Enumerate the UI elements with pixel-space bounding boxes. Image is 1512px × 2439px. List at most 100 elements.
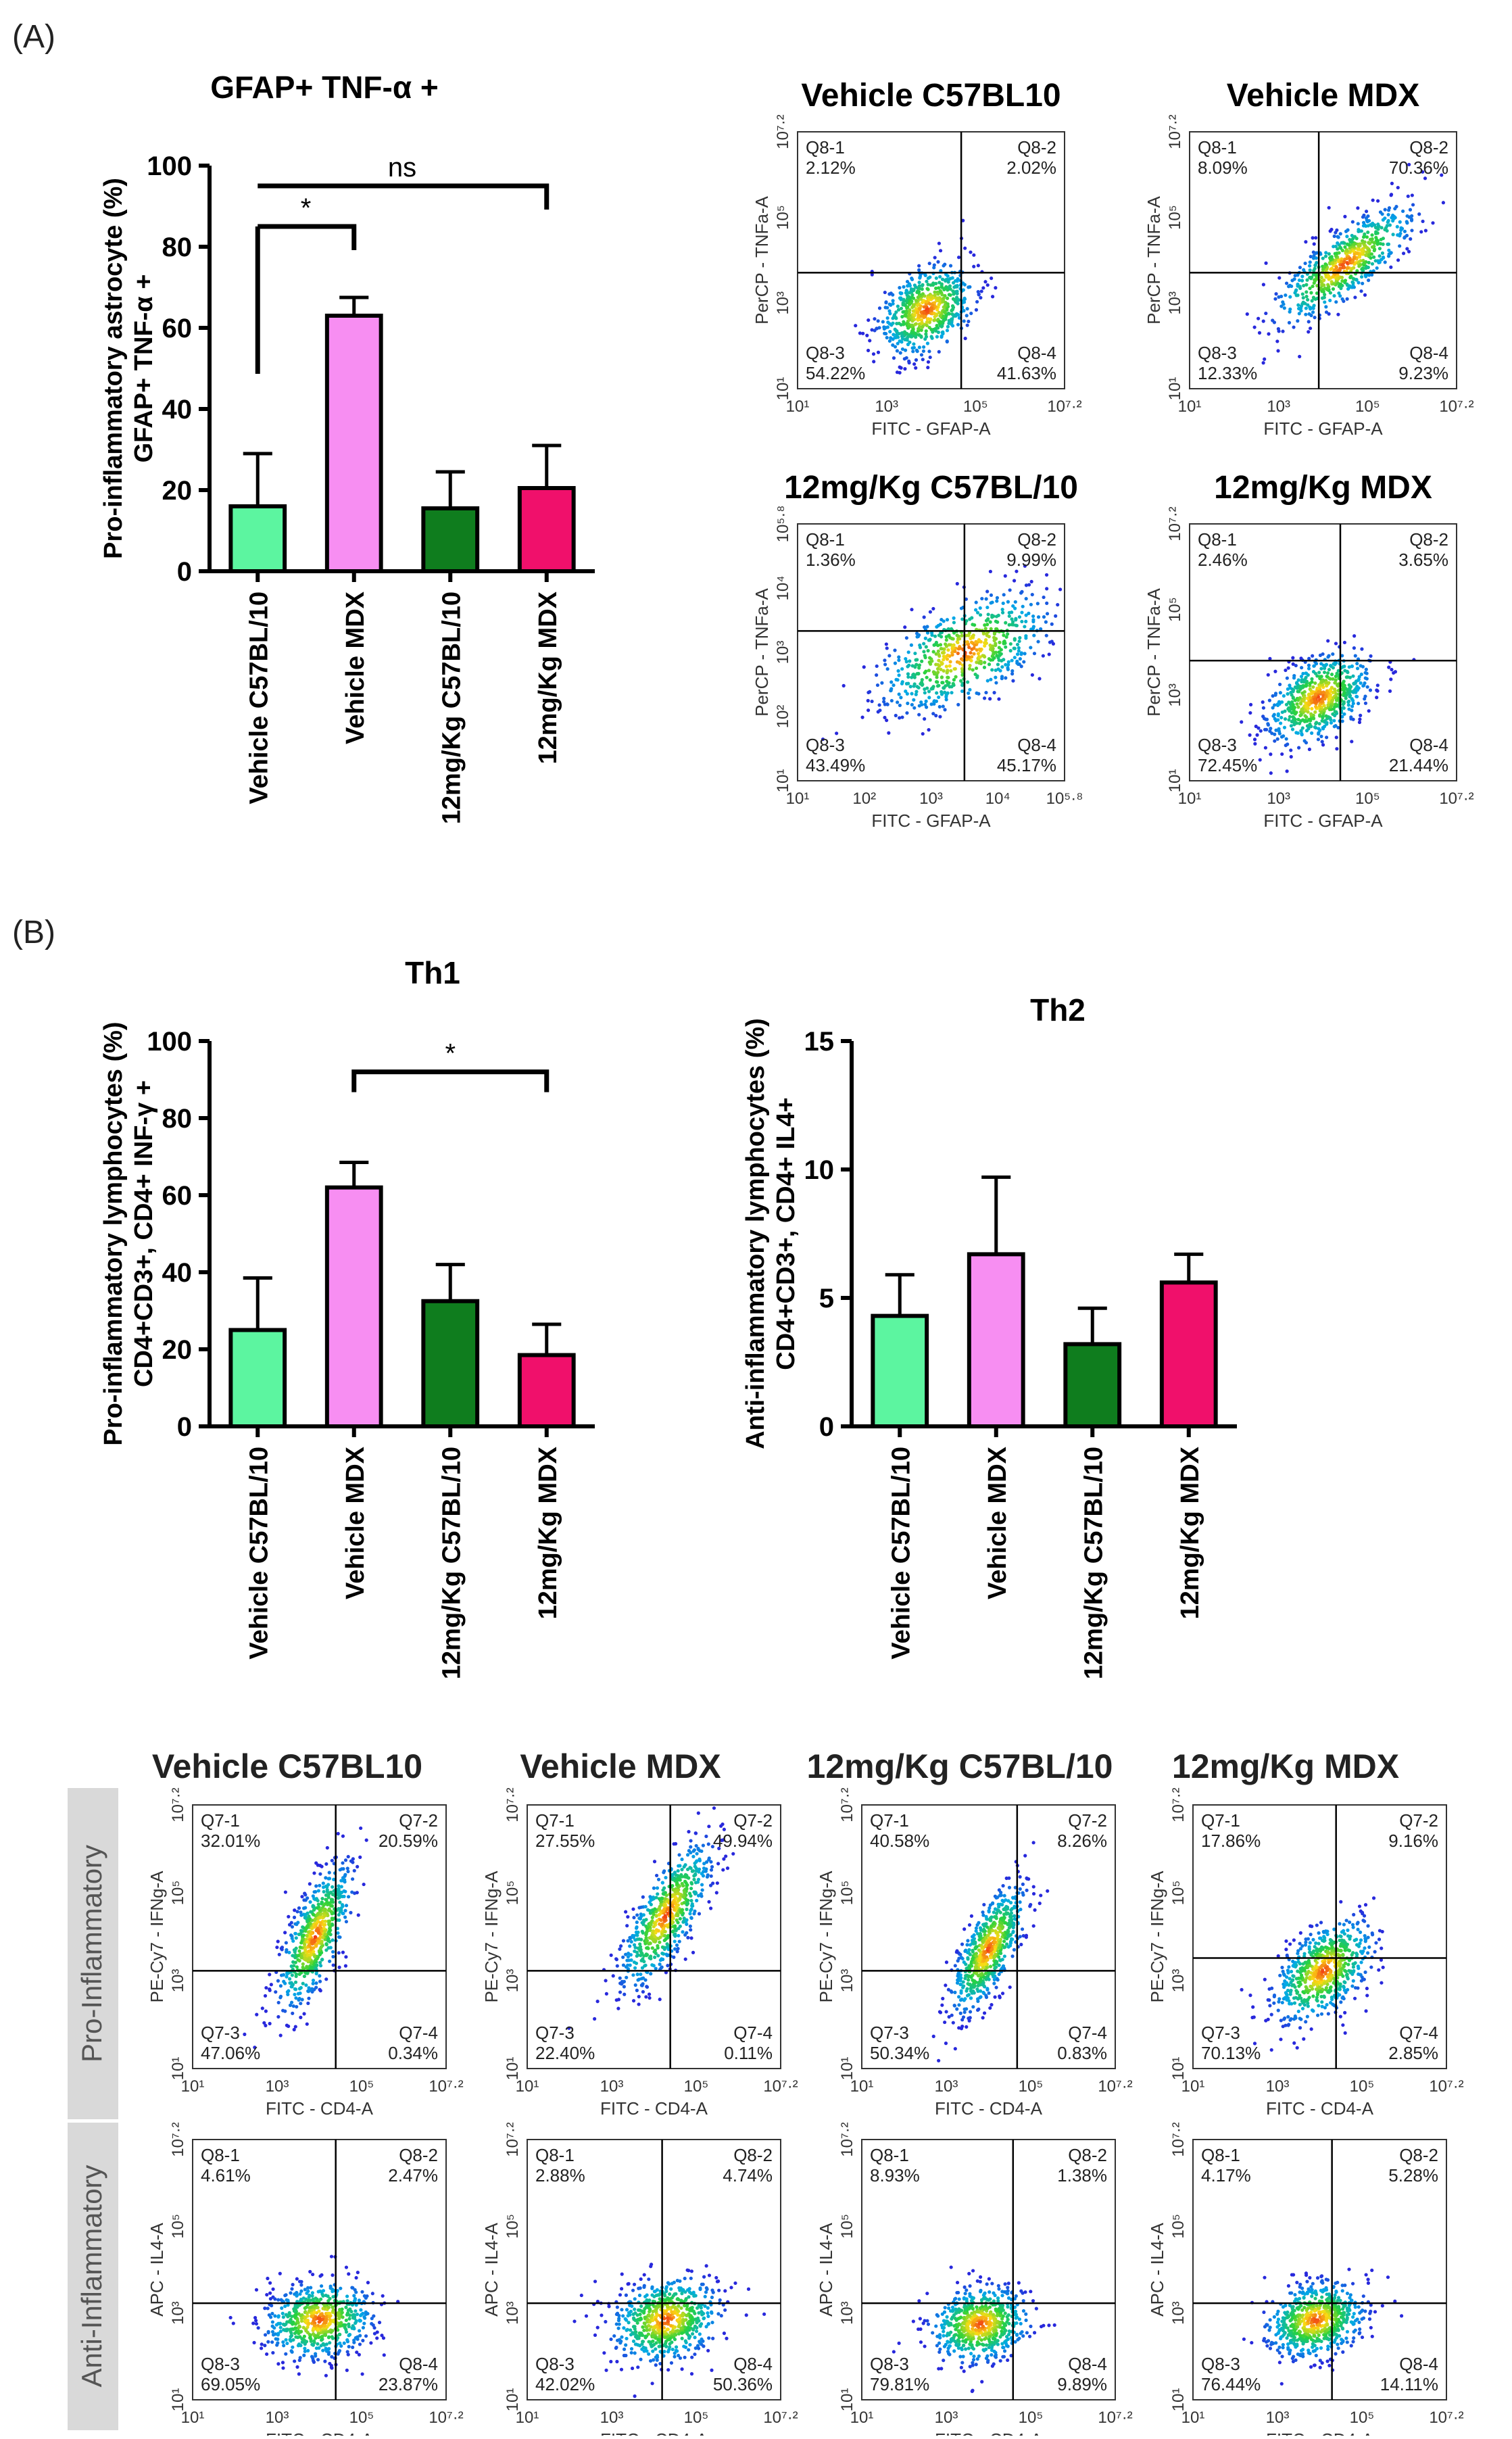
event-dot [1331, 262, 1334, 265]
quadrant-name: Q8-2 [1017, 529, 1056, 550]
y-tick-label: 10³ [838, 1969, 856, 1993]
event-dot [1045, 602, 1048, 605]
event-dot [977, 293, 981, 296]
event-dot [299, 1932, 302, 1935]
quadrant-percent: 12.33% [1198, 363, 1257, 383]
event-dot [301, 1962, 305, 1966]
event-dot [960, 617, 964, 621]
event-dot [1370, 233, 1373, 237]
event-dot [1039, 1893, 1042, 1897]
event-dot [632, 1916, 635, 1919]
event-dot [1015, 624, 1019, 627]
event-dot [1291, 715, 1294, 719]
event-dot [1290, 285, 1293, 288]
event-dot [715, 1891, 718, 1894]
event-dot [1300, 713, 1303, 717]
event-dot [1254, 725, 1258, 728]
event-dot [994, 1985, 998, 1989]
event-dot [1028, 1904, 1031, 1908]
event-dot [990, 1952, 993, 1955]
event-dot [1358, 721, 1361, 724]
event-dot [937, 659, 940, 662]
event-dot [926, 310, 929, 313]
event-dot [693, 1910, 696, 1913]
event-dot [1338, 294, 1342, 297]
event-dot [885, 336, 889, 339]
event-dot [1323, 300, 1326, 304]
event-dot [294, 1981, 297, 1984]
event-dot [693, 1848, 696, 1852]
chart-title: Th2 [1030, 992, 1086, 1028]
event-dot [947, 633, 950, 637]
event-dot [941, 681, 944, 684]
event-dot [1362, 235, 1365, 239]
event-dot [917, 281, 921, 284]
event-dot [1373, 1950, 1377, 1954]
event-dot [1289, 748, 1292, 752]
event-dot [909, 301, 912, 304]
event-dot [1346, 266, 1349, 269]
event-dot [683, 1933, 687, 1937]
y-tick-label: 10⁷·² [838, 1787, 856, 1822]
event-dot [695, 1899, 698, 1902]
event-dot [954, 1964, 957, 1967]
event-dot [341, 1861, 344, 1864]
event-dot [991, 644, 994, 648]
event-dot [689, 1845, 692, 1849]
event-dot [1375, 690, 1379, 693]
event-dot [985, 1996, 988, 1999]
event-dot [933, 256, 937, 259]
event-dot [1032, 1924, 1035, 1927]
event-dot [268, 2022, 272, 2025]
event-dot [243, 2033, 246, 2036]
event-dot [1269, 771, 1273, 775]
event-dot [920, 660, 923, 663]
event-dot [1024, 620, 1027, 623]
event-dot [1309, 681, 1312, 685]
event-dot [990, 615, 994, 619]
event-dot [1356, 688, 1359, 692]
event-dot [1356, 206, 1359, 210]
event-dot [977, 638, 981, 642]
event-dot [1274, 292, 1277, 295]
event-dot [1296, 319, 1299, 322]
event-dot [1015, 570, 1018, 573]
event-dot [953, 299, 956, 302]
event-dot [268, 1989, 272, 1992]
x-tick-label: 10⁷·² [1439, 790, 1473, 808]
event-dot [952, 306, 955, 309]
event-dot [1003, 1954, 1006, 1958]
event-dot [1309, 327, 1312, 330]
event-dot [295, 1910, 299, 1913]
flow-plot-title: Vehicle C57BL10 [801, 78, 1060, 114]
event-dot [674, 1902, 677, 1906]
event-dot [302, 1906, 306, 1910]
y-tick-label: 10⁷·² [1166, 114, 1184, 149]
event-dot [944, 2010, 948, 2013]
event-dot [1264, 746, 1267, 750]
event-dot [1376, 199, 1380, 203]
event-dot [971, 2005, 975, 2008]
event-dot [1004, 1911, 1008, 1914]
event-dot [331, 1923, 334, 1927]
event-dot [678, 1864, 681, 1867]
event-dot [1389, 251, 1392, 255]
event-dot [1290, 711, 1294, 715]
event-dot [303, 1957, 307, 1960]
event-dot [658, 1941, 661, 1944]
event-dot [1304, 705, 1308, 708]
event-dot [1293, 2002, 1296, 2005]
event-dot [978, 648, 981, 651]
significance-label: * [301, 193, 312, 223]
event-dot [910, 319, 914, 322]
event-dot [887, 292, 891, 295]
quadrant-name: Q7-3 [201, 2023, 240, 2043]
event-dot [1354, 242, 1357, 245]
event-dot [906, 702, 909, 705]
event-dot [1399, 226, 1403, 230]
quadrant-percent: 49.94% [713, 1831, 773, 1851]
event-dot [989, 1964, 992, 1968]
event-dot [913, 652, 917, 655]
event-dot [1042, 654, 1045, 658]
event-dot [691, 1855, 695, 1858]
